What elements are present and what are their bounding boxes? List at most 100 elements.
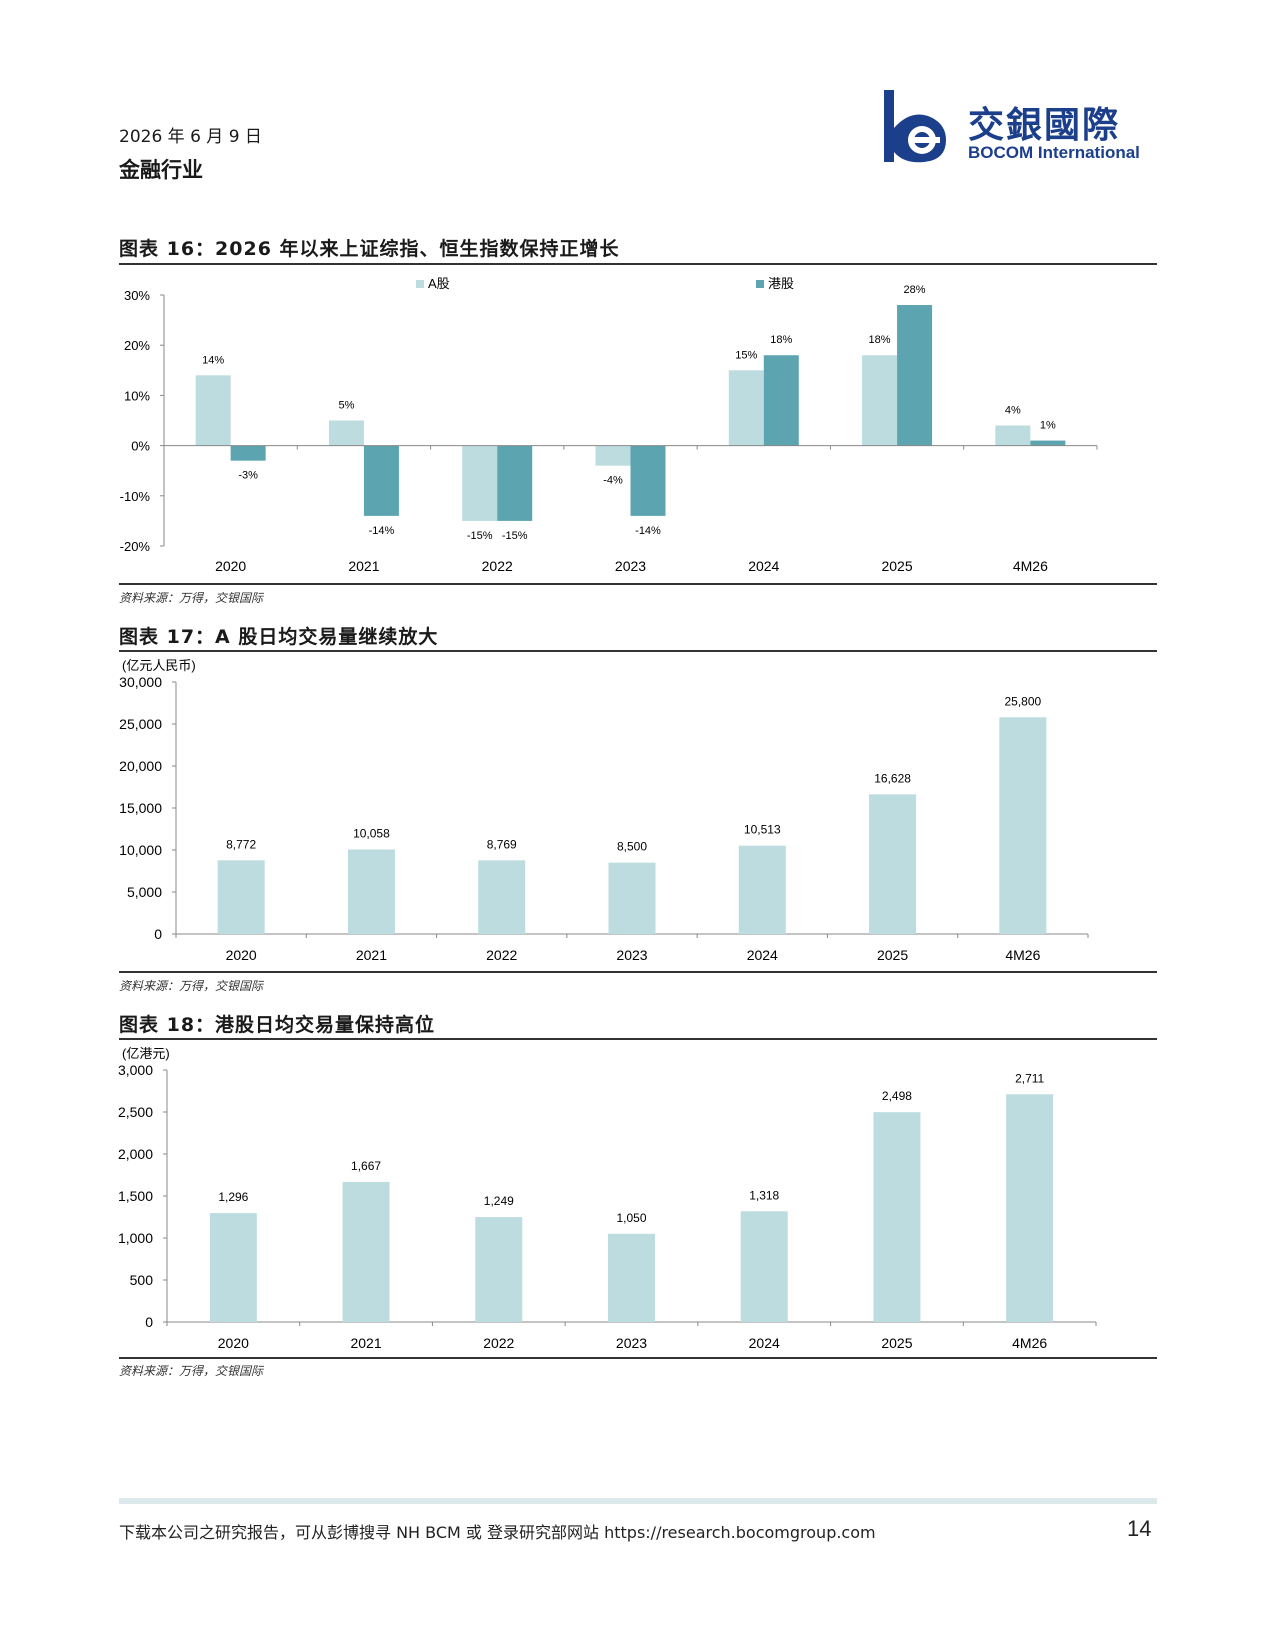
bar bbox=[475, 1217, 523, 1322]
data-label: 4% bbox=[1005, 405, 1021, 417]
data-label: 14% bbox=[202, 354, 224, 366]
figure-18-source: 资料来源：万得，交银国际 bbox=[119, 1364, 264, 1378]
data-label: 1,318 bbox=[749, 1188, 779, 1202]
y-tick-label: 3,000 bbox=[118, 1062, 153, 1078]
bar-hk-share bbox=[1030, 440, 1066, 446]
data-label: 10,513 bbox=[744, 823, 781, 837]
bar bbox=[342, 1181, 390, 1322]
bar-a-share bbox=[195, 375, 231, 446]
logo-mark-icon bbox=[884, 90, 946, 163]
y-tick-label: 5,000 bbox=[127, 884, 162, 900]
bar-hk-share bbox=[230, 445, 266, 461]
data-label: -15% bbox=[467, 530, 493, 542]
data-label: 1% bbox=[1040, 420, 1056, 432]
x-tick-label: 2022 bbox=[482, 558, 513, 574]
data-label: 2,711 bbox=[1015, 1071, 1044, 1085]
data-label: -4% bbox=[603, 475, 623, 487]
bar bbox=[217, 860, 265, 934]
bar bbox=[608, 1233, 655, 1322]
chart-16-index-returns: 30% 20% 10% 0% -10% -20% 2020 14% -3% 2021 5% -14% 2… bbox=[120, 276, 1098, 574]
data-label: 1,667 bbox=[351, 1159, 381, 1173]
y-tick-label: 25,000 bbox=[119, 716, 162, 732]
figure-17-top-rule bbox=[119, 650, 1157, 652]
data-label: 8,500 bbox=[617, 840, 647, 854]
data-label: -14% bbox=[369, 525, 395, 537]
bar bbox=[869, 794, 917, 934]
x-tick-label: 2021 bbox=[348, 558, 379, 574]
y-tick-label: 1,500 bbox=[118, 1188, 153, 1204]
bar-hk-share bbox=[897, 305, 933, 446]
data-label: 18% bbox=[869, 334, 891, 346]
data-label: -14% bbox=[635, 525, 661, 537]
bar bbox=[608, 862, 656, 934]
y-tick-label: 500 bbox=[130, 1272, 154, 1288]
data-label: 15% bbox=[735, 349, 757, 361]
bar-hk-share bbox=[497, 445, 533, 521]
y-tick-label: 0 bbox=[154, 926, 162, 942]
bar bbox=[999, 717, 1047, 934]
figure-18-bottom-rule bbox=[119, 1357, 1157, 1359]
legend-swatch bbox=[416, 280, 424, 288]
x-tick-label: 2024 bbox=[747, 947, 778, 963]
data-label: 1,050 bbox=[616, 1211, 646, 1225]
data-label: 1,249 bbox=[484, 1194, 514, 1208]
figure-16-bottom-rule bbox=[119, 583, 1157, 585]
y-tick-label: 30% bbox=[124, 288, 150, 303]
footer-bar bbox=[119, 1498, 1157, 1504]
x-tick-label: 2020 bbox=[215, 558, 246, 574]
y-tick-label: 30,000 bbox=[119, 674, 162, 690]
y-tick-label: -20% bbox=[120, 539, 151, 554]
bar bbox=[1006, 1094, 1054, 1322]
data-label: 18% bbox=[770, 334, 792, 346]
bar-a-share bbox=[728, 370, 764, 446]
data-label: 16,628 bbox=[874, 771, 911, 785]
x-tick-label: 2021 bbox=[350, 1335, 381, 1351]
figure-17-title: 图表 17：A 股日均交易量继续放大 bbox=[119, 626, 439, 648]
data-label: 10,058 bbox=[353, 827, 390, 841]
bar-a-share bbox=[462, 445, 498, 521]
y-tick-label: 15,000 bbox=[119, 800, 162, 816]
figure-17-source: 资料来源：万得，交银国际 bbox=[119, 979, 264, 993]
data-label: 8,769 bbox=[487, 837, 517, 851]
data-label: -15% bbox=[502, 530, 528, 542]
figure-18-title: 图表 18：港股日均交易量保持高位 bbox=[119, 1014, 436, 1036]
x-tick-label: 2023 bbox=[616, 947, 647, 963]
data-label: 25,800 bbox=[1005, 694, 1042, 708]
bar-a-share bbox=[595, 445, 631, 466]
bar bbox=[740, 1211, 788, 1322]
x-tick-label: 2022 bbox=[483, 1335, 514, 1351]
bar bbox=[873, 1112, 921, 1322]
y-tick-label: 0% bbox=[131, 439, 150, 454]
bar bbox=[478, 860, 526, 934]
logo-english-text: BOCOM International bbox=[968, 143, 1140, 162]
figure-17-bottom-rule bbox=[119, 971, 1157, 973]
bar bbox=[738, 845, 786, 934]
chart-18-hk-turnover: (亿港元)3,000 2,500 2,000 1,500 1,000 500 0 1,296 2… bbox=[118, 1046, 1097, 1351]
x-tick-label: 2023 bbox=[615, 558, 646, 574]
x-tick-label: 2025 bbox=[877, 947, 908, 963]
x-tick-label: 2023 bbox=[616, 1335, 647, 1351]
data-label: -3% bbox=[238, 470, 258, 482]
figure-16-top-rule bbox=[119, 263, 1157, 265]
y-tick-label: 2,500 bbox=[118, 1104, 153, 1120]
bar-a-share bbox=[862, 355, 898, 446]
x-tick-label: 2021 bbox=[356, 947, 387, 963]
x-tick-label: 4M26 bbox=[1013, 558, 1048, 574]
data-label: 28% bbox=[904, 284, 926, 296]
y-tick-label: 0 bbox=[145, 1314, 153, 1330]
y-tick-label: 20,000 bbox=[119, 758, 162, 774]
y-tick-label: 20% bbox=[124, 338, 150, 353]
y-tick-label: 10,000 bbox=[119, 842, 162, 858]
legend-label: A股 bbox=[428, 276, 450, 291]
x-tick-label: 4M26 bbox=[1012, 1335, 1047, 1351]
bar-hk-share bbox=[363, 445, 399, 516]
x-tick-label: 2020 bbox=[218, 1335, 249, 1351]
x-tick-label: 2020 bbox=[226, 947, 257, 963]
chart-17-a-share-turnover: (亿元人民币)30,000 25,000 20,000 15,000 10,000 5,0… bbox=[119, 658, 1089, 963]
x-tick-label: 2025 bbox=[881, 1335, 912, 1351]
x-tick-label: 4M26 bbox=[1005, 947, 1040, 963]
page-number: 14 bbox=[1127, 1516, 1152, 1541]
x-tick-label: 2022 bbox=[486, 947, 517, 963]
logo-chinese-text: 交銀國際 bbox=[968, 104, 1121, 146]
x-tick-label: 2024 bbox=[748, 558, 779, 574]
